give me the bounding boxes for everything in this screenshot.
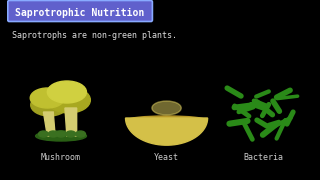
Ellipse shape	[47, 81, 86, 103]
Polygon shape	[44, 112, 55, 136]
Ellipse shape	[36, 131, 86, 141]
Ellipse shape	[152, 101, 181, 115]
Text: Mushroom: Mushroom	[41, 154, 81, 163]
Polygon shape	[125, 118, 208, 145]
Ellipse shape	[56, 131, 66, 137]
FancyBboxPatch shape	[8, 1, 152, 21]
Polygon shape	[65, 108, 77, 136]
Ellipse shape	[127, 116, 206, 124]
Ellipse shape	[30, 88, 64, 108]
Ellipse shape	[48, 131, 58, 137]
Text: Yeast: Yeast	[154, 154, 179, 163]
Ellipse shape	[38, 131, 48, 137]
Ellipse shape	[76, 131, 85, 137]
Text: Saprotrophs are non-green plants.: Saprotrophs are non-green plants.	[12, 30, 177, 39]
Ellipse shape	[66, 131, 76, 137]
Ellipse shape	[31, 94, 68, 116]
Text: Bacteria: Bacteria	[243, 154, 283, 163]
Ellipse shape	[47, 87, 90, 113]
Text: Saprotrophic Nutrition: Saprotrophic Nutrition	[15, 8, 144, 18]
